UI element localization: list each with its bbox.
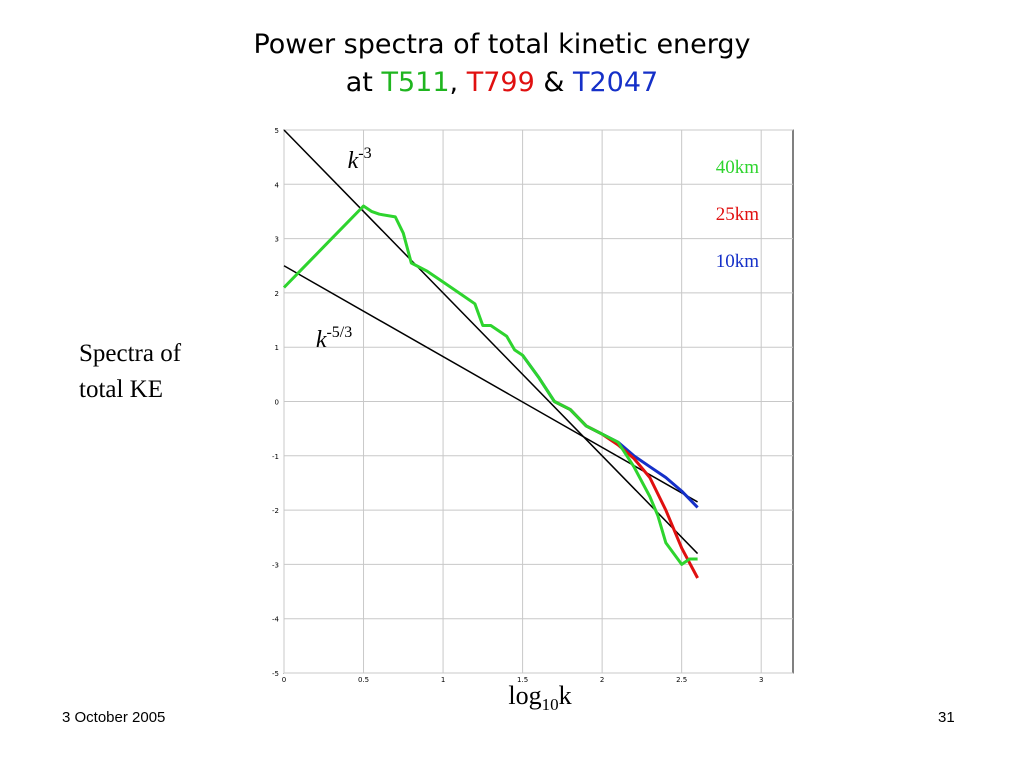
y-tick-label: -4 (272, 616, 280, 624)
slope-annotation: k-3 (348, 145, 372, 174)
x-tick-label: 1 (441, 676, 445, 684)
legend-entry-10km: 10km (716, 251, 760, 272)
x-tick-label: 2.5 (676, 676, 687, 684)
x-tick-label: 2 (600, 676, 604, 684)
y-tick-label: 0 (275, 399, 279, 407)
footer-date: 3 October 2005 (62, 709, 166, 726)
title-at: at (345, 67, 373, 98)
legend-entry-25km: 25km (716, 204, 760, 225)
reference-line (283, 129, 699, 555)
title-t2047: T2047 (573, 67, 659, 98)
footer-page-number: 31 (938, 709, 955, 726)
slide-title: Power spectra of total kinetic energy at… (0, 26, 1004, 102)
y-tick-label: 2 (275, 290, 279, 298)
title-t511: T511 (381, 67, 450, 98)
y-tick-label: 3 (275, 236, 279, 244)
y-tick-label: -2 (272, 507, 279, 515)
x-axis-label: log10k (508, 681, 571, 714)
series-line-40km (282, 204, 698, 566)
y-tick-label: -5 (272, 670, 279, 678)
title-ampersand: & (543, 67, 565, 98)
x-tick-label: 0.5 (358, 676, 369, 684)
title-line-1: Power spectra of total kinetic energy (253, 29, 751, 60)
y-tick-label: 1 (275, 344, 279, 352)
reference-line (283, 265, 698, 503)
y-tick-label: 5 (275, 127, 279, 135)
y-tick-label: -1 (272, 453, 279, 461)
title-comma: , (449, 67, 459, 98)
x-tick-label: 3 (759, 676, 763, 684)
title-t799: T799 (466, 67, 535, 98)
title-line-2: at T511, T799 & T2047 (0, 64, 1004, 102)
x-tick-label: 1.5 (517, 676, 528, 684)
legend-entry-40km: 40km (716, 157, 760, 178)
y-tick-label: -3 (272, 561, 279, 569)
side-label-line-1: Spectra of (79, 340, 182, 367)
side-label-line-2: total KE (79, 376, 164, 403)
slope-annotation: k-5/3 (316, 324, 352, 353)
y-tick-label: 4 (275, 181, 280, 189)
side-label: Spectra of total KE (79, 336, 249, 408)
x-tick-label: 0 (282, 676, 286, 684)
